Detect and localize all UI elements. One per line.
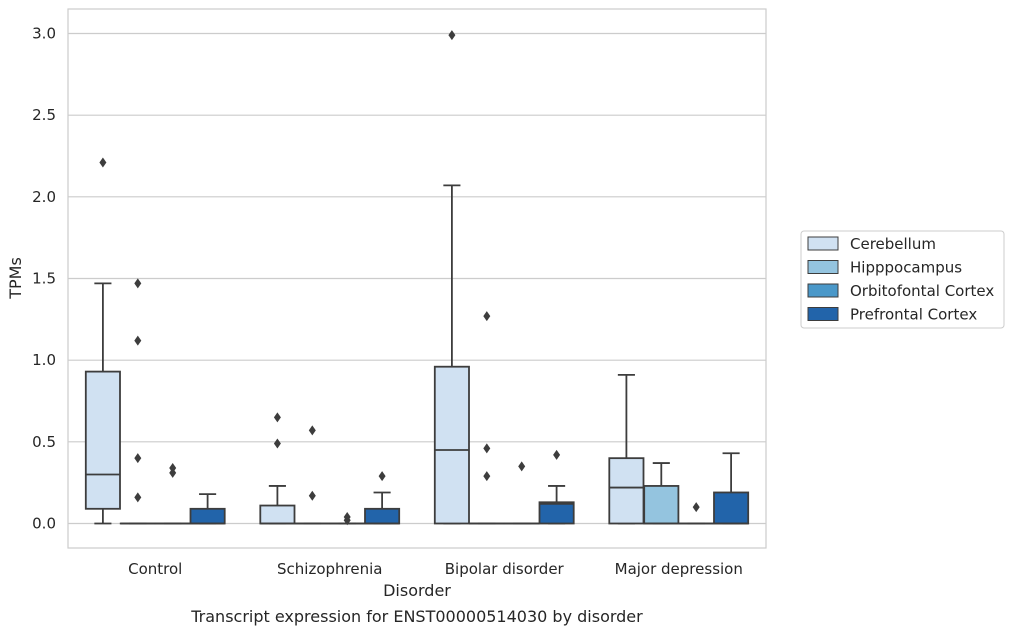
outlier-point [518,461,526,472]
box-body [643,485,680,525]
outlier-point [134,335,142,346]
legend-swatch [807,236,839,251]
x-tick-label: Bipolar disorder [445,560,565,578]
outlier-point [343,511,351,522]
y-axis-label: TPMs [6,257,25,300]
outlier-point [308,490,316,501]
y-tick-label: 0.0 [32,515,56,533]
y-axis-ticks: 0.0 0.5 1.0 1.5 2.0 2.5 3.0 [32,25,56,533]
chart-caption: Transcript expression for ENST0000051403… [190,607,643,626]
legend-frame [800,230,1005,329]
outlier-point [134,278,142,289]
legend-swatch [807,260,839,274]
box-body [713,491,750,525]
box-body [538,501,575,525]
box-cerebellum [259,412,296,525]
y-tick-label: 3.0 [32,25,56,43]
box-series [84,30,750,526]
box-hipppocampus [119,278,156,525]
outlier-point [448,30,456,41]
box-cerebellum [433,30,470,525]
legend-label: Cerebellum [850,235,936,253]
box-body [364,507,401,525]
y-tick-label: 0.5 [32,433,56,451]
legend-swatch [807,283,839,298]
outlier-point [692,502,700,513]
x-axis-label: Disorder [383,581,451,600]
box-body [608,457,645,525]
legend-swatch [807,307,839,321]
outlier-point [378,471,386,482]
box-prefrontal-cortex [713,452,750,525]
legend-label: Orbitofontal Cortex [850,282,994,300]
box-prefrontal-cortex [189,493,226,525]
outlier-point [169,462,177,473]
y-tick-label: 2.0 [32,188,56,206]
box-prefrontal-cortex [364,471,401,525]
y-tick-label: 1.0 [32,351,56,369]
legend-label: Prefrontal Cortex [850,306,977,324]
box-cerebellum [608,373,645,525]
x-tick-label: Major depression [615,560,743,578]
outlier-point [273,412,281,423]
outlier-point [273,438,281,449]
outlier-point [308,425,316,436]
box-body [84,370,121,510]
y-tick-label: 1.5 [32,270,56,288]
box-body [189,507,226,525]
box-hipppocampus [468,311,505,525]
outlier-point [483,311,491,322]
box-hipppocampus [643,462,680,525]
outlier-point [134,492,142,503]
outlier-point [553,449,561,460]
legend: Cerebellum Hipppocampus Orbitofontal Corte… [800,230,1005,329]
x-tick-label: Schizophrenia [277,560,382,578]
box-body [259,504,296,525]
outlier-point [134,453,142,464]
y-tick-label: 2.5 [32,106,56,124]
box-body [433,365,470,525]
legend-label: Hipppocampus [850,259,962,277]
x-tick-label: Control [128,560,182,578]
x-axis-ticks: Control Schizophrenia Bipolar disorder Majo… [128,560,743,578]
box-prefrontal-cortex [538,449,575,525]
outlier-point [99,157,107,168]
box-orbitofontal-cortex [329,511,366,526]
outlier-point [483,471,491,482]
box-cerebellum [84,157,121,525]
outlier-point [483,443,491,454]
